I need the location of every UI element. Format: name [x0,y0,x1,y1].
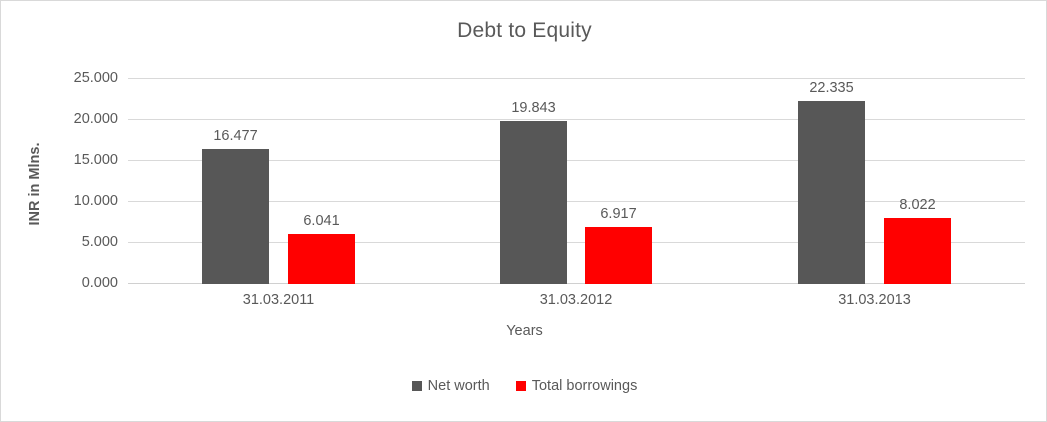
legend-label: Total borrowings [531,378,638,394]
y-axis-tick-label: 0.000 [81,275,118,291]
y-axis-tick-label: 10.000 [73,193,118,209]
bar[interactable]: 16.477 [202,128,269,284]
legend-item[interactable]: Total borrowings [515,378,638,394]
gridline: 10.000 [74,193,1025,209]
gridline: 15.000 [74,152,1025,168]
bar[interactable]: 6.917 [585,206,652,284]
y-axis-tick-label: 5.000 [81,234,118,250]
legend-label: Net worth [427,378,490,394]
legend-item[interactable]: Net worth [411,378,490,394]
gridline: 0.000 [82,275,1025,291]
bar-value-label: 22.335 [809,79,854,96]
gridline: 25.000 [74,70,1025,86]
bar-value-label: 8.022 [899,197,936,214]
gridline: 20.000 [74,111,1025,127]
gridline: 5.000 [82,234,1025,250]
bar[interactable]: 19.843 [500,100,567,284]
bar-value-label: 6.917 [600,206,637,223]
y-axis-title: INR in Mlns. [27,142,43,226]
bar-value-label: 16.477 [213,127,258,144]
bar[interactable]: 22.335 [798,80,865,284]
y-axis-tick-label: 15.000 [73,152,118,168]
bar-value-label: 6.041 [303,213,340,230]
legend-swatch-icon [515,381,526,391]
y-axis-tick-label: 25.000 [73,70,118,86]
bar[interactable]: 8.022 [884,197,951,284]
bar-value-label: 19.843 [511,100,556,117]
chart-legend: Net worth Total borrowings [1,378,1046,394]
x-axis-tick-label: 31.03.2013 [838,292,911,308]
legend-swatch-icon [411,381,422,391]
x-axis-title: Years [506,323,543,339]
bar[interactable]: 6.041 [288,213,355,284]
y-axis-tick-label: 20.000 [73,111,118,127]
x-axis-tick-label: 31.03.2012 [539,292,613,308]
x-axis-tick-label: 31.03.2011 [242,292,315,308]
plot-area: 0.000 5.000 10.000 15.000 20.000 25.000 16.47… [74,70,1025,291]
chart-title: Debt to Equity [457,19,592,42]
